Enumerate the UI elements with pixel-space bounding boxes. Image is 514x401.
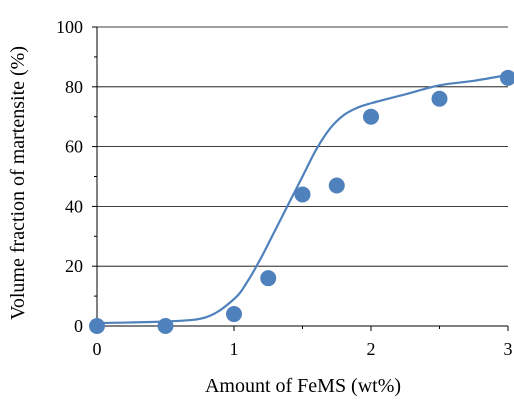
tick-marks	[92, 26, 509, 331]
data-point	[89, 318, 105, 334]
y-tick-label-40: 40	[65, 196, 83, 216]
x-tick-label-0: 0	[93, 339, 102, 359]
data-point	[500, 69, 514, 86]
tick-labels: 0 20 40 60 80 100 0 1 2 3	[56, 17, 513, 359]
data-point	[260, 270, 277, 287]
x-tick-label-1: 1	[230, 339, 239, 359]
data-points-layer	[89, 69, 514, 334]
data-point	[431, 90, 448, 107]
x-axis-title: Amount of FeMS (wt%)	[205, 375, 401, 397]
x-tick-label-2: 2	[367, 339, 376, 359]
data-point	[294, 186, 311, 203]
y-axis-title: Volume fraction of martensite (%)	[7, 46, 29, 320]
y-tick-label-100: 100	[56, 17, 83, 37]
y-tick-label-0: 0	[74, 316, 83, 336]
data-point	[157, 318, 174, 334]
fit-curve-layer	[96, 73, 509, 325]
y-tick-label-20: 20	[65, 256, 83, 276]
data-point	[226, 306, 242, 323]
fit-curve	[96, 73, 509, 325]
data-point	[328, 177, 345, 194]
x-tick-label-3: 3	[504, 339, 513, 359]
y-tick-label-60: 60	[65, 137, 83, 157]
y-tick-label-80: 80	[65, 77, 83, 97]
data-point	[363, 108, 379, 125]
grid-lines	[97, 26, 508, 267]
